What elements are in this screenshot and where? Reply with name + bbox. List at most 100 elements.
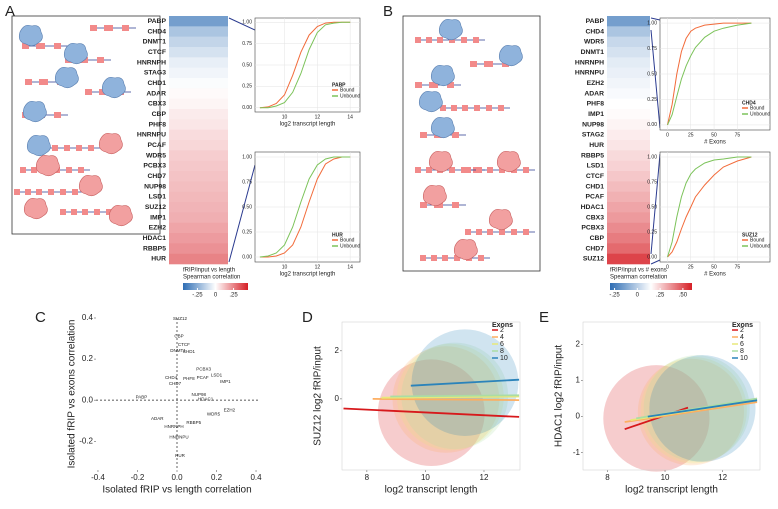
x-axis-label: log2 transcript length (625, 485, 718, 496)
y-tick-label: 1.00 (242, 20, 252, 26)
row-label: CHD4 (585, 28, 604, 35)
gene-model (13, 188, 85, 196)
connectors (228, 17, 661, 265)
colorbar-title: fRIP/input vs # exons (610, 268, 667, 274)
heatmap-cell (607, 88, 650, 99)
series-line (410, 378, 520, 387)
heatmap-cell (607, 140, 650, 151)
connector (228, 17, 256, 31)
y-tick-label: 1.00 (647, 154, 657, 160)
row-label: CBX3 (148, 101, 166, 108)
row-label: NUP98 (144, 183, 166, 190)
point-label: ADAR (151, 416, 164, 421)
row-label: RBBP5 (143, 245, 166, 252)
row-label: SUZ12 (145, 204, 166, 211)
x-tick-label: 0 (666, 264, 669, 270)
row-label: LSD1 (587, 163, 605, 170)
y-tick-label: 0.00 (242, 105, 252, 111)
series-line (647, 399, 758, 418)
point-label: PHF8 (183, 376, 195, 381)
heatmap-cell (169, 16, 228, 27)
plot-frame (582, 321, 761, 471)
protein-icon (428, 150, 453, 173)
row-label: CBP (152, 111, 167, 118)
protein-icon (430, 64, 455, 87)
x-tick-label: 0.4 (250, 473, 262, 482)
y-tick-label: 0.75 (647, 46, 657, 52)
connector (228, 164, 256, 263)
panel-label: E (539, 309, 549, 326)
heatmap-cell (607, 57, 650, 68)
heatmap-cell (607, 202, 650, 213)
protein-icon (101, 76, 126, 99)
heatmap-cell (607, 160, 650, 172)
series-line (381, 395, 520, 399)
point-label: HUR (175, 453, 185, 458)
y-axis-label: Isolated fRIP vs exons correlation (67, 320, 78, 469)
series-line (259, 21, 351, 109)
legend-label: Unbound (750, 243, 771, 249)
y-tick-label: 0.00 (242, 254, 252, 260)
x-axis-label: # Exons (704, 140, 726, 146)
heatmap-cell (607, 253, 650, 265)
y-tick-label: 0.4 (82, 313, 94, 322)
heatmap-cell (607, 150, 650, 161)
legend-label: Bound (750, 105, 765, 111)
legend-label: 4 (500, 334, 504, 341)
protein-icon (438, 18, 463, 41)
point-label: RBBP5 (186, 420, 201, 425)
protein-icon (26, 134, 51, 157)
x-tick-label: 12 (480, 473, 489, 482)
connector (650, 17, 661, 21)
y-tick-label: 0.75 (242, 41, 252, 47)
heatmap-cell (169, 212, 228, 223)
row-label: RBBP5 (581, 152, 604, 159)
row-label: HUR (589, 142, 604, 149)
x-tick-label: -0.4 (91, 473, 105, 482)
panel-label: B (383, 3, 393, 20)
point-label: DNMT1 (170, 348, 186, 353)
legend-label: 2 (500, 327, 504, 334)
legend-label: 10 (500, 355, 508, 362)
connector (650, 29, 661, 129)
row-label: HDAC1 (581, 204, 605, 211)
row-label: LSD1 (149, 194, 167, 201)
y-tick-label: 0.50 (647, 71, 657, 77)
x-tick-label: 8 (365, 473, 370, 482)
row-label: CHD1 (585, 183, 604, 190)
x-tick-label: 75 (735, 132, 741, 138)
row-label: NUP98 (582, 121, 604, 128)
colorbar-title: Spearman correlation (610, 275, 667, 281)
point-label: LSD1 (211, 373, 223, 378)
y-tick-label: 0.0 (82, 395, 94, 404)
x-tick-label: 25 (688, 264, 694, 270)
point-label: IMP1 (220, 379, 231, 384)
x-tick-label: 10 (661, 473, 670, 482)
heatmap-cell (607, 98, 650, 110)
row-label: IMP1 (150, 214, 166, 221)
point-label: SUZ12 (173, 316, 188, 321)
row-label: PCBX3 (143, 163, 166, 170)
x-tick-label: 12 (315, 114, 321, 120)
row-label: STAG3 (144, 70, 166, 77)
heatmap-cell (169, 222, 228, 234)
y-tick-label: 0.00 (647, 122, 657, 128)
connector (650, 153, 661, 255)
heatmap-cell (169, 171, 228, 182)
series-line (667, 156, 752, 258)
diagram-box (402, 15, 541, 272)
y-tick-label: 0.25 (242, 229, 252, 235)
x-axis-label: log2 transcript length (280, 272, 336, 278)
heatmap-cell (169, 36, 228, 48)
row-label: DNMT1 (581, 49, 605, 56)
heatmap-cell (169, 98, 228, 110)
x-tick-label: 14 (347, 264, 353, 270)
series-line (390, 394, 520, 398)
colorbar-title: Spearman correlation (183, 275, 240, 281)
row-label: HNRNPU (575, 70, 604, 77)
y-axis-label: HDAC1 log2 fRIP/input (554, 345, 565, 447)
protein-icon (108, 204, 133, 227)
row-label: HNRNPH (137, 59, 166, 66)
heatmap-cell (169, 88, 228, 99)
legend-label: Bound (750, 237, 765, 243)
